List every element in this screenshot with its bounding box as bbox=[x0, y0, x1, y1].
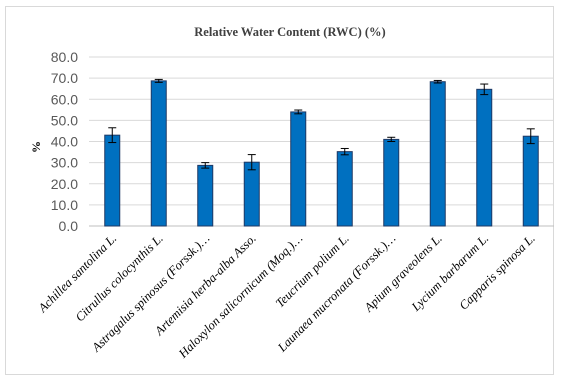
y-tick-labels: 0.0 10.0 20.0 30.0 40.0 50.0 60.0 70.0 80.0 bbox=[51, 49, 78, 234]
y-tick-label: 20.0 bbox=[51, 176, 78, 192]
y-tick-label: 70.0 bbox=[51, 70, 78, 86]
y-tick-label: 40.0 bbox=[51, 134, 78, 150]
x-tick-label: Achillea santolina L. bbox=[35, 231, 120, 316]
chart-frame bbox=[5, 6, 554, 375]
bar bbox=[522, 135, 539, 227]
y-tick-label: 60.0 bbox=[51, 91, 78, 107]
x-tick-labels: Achillea santolina L.Citrullus colocynth… bbox=[35, 231, 538, 361]
y-tick-label: 80.0 bbox=[51, 49, 78, 65]
bar bbox=[150, 80, 167, 227]
bar bbox=[197, 164, 214, 227]
y-tick-label: 50.0 bbox=[51, 112, 78, 128]
bars bbox=[104, 80, 539, 227]
bar bbox=[429, 81, 446, 227]
bar bbox=[104, 134, 121, 227]
chart-title: Relative Water Content (RWC) (%) bbox=[194, 25, 385, 39]
y-tick-label: 0.0 bbox=[59, 218, 79, 234]
x-tick-label: Apium graveolens L. bbox=[361, 231, 445, 315]
x-tick-label: Citrullus colocynthis L. bbox=[73, 231, 166, 324]
bar bbox=[336, 151, 353, 227]
y-tick-label: 30.0 bbox=[51, 155, 78, 171]
y-tick-label: 10.0 bbox=[51, 197, 78, 213]
bar bbox=[383, 138, 400, 227]
bar bbox=[476, 88, 493, 227]
bar bbox=[290, 111, 307, 227]
x-tick-label: Lycium barbarum L. bbox=[408, 231, 491, 314]
bar bbox=[243, 161, 260, 227]
y-axis-label: % bbox=[29, 141, 43, 153]
error-bars bbox=[108, 78, 535, 171]
